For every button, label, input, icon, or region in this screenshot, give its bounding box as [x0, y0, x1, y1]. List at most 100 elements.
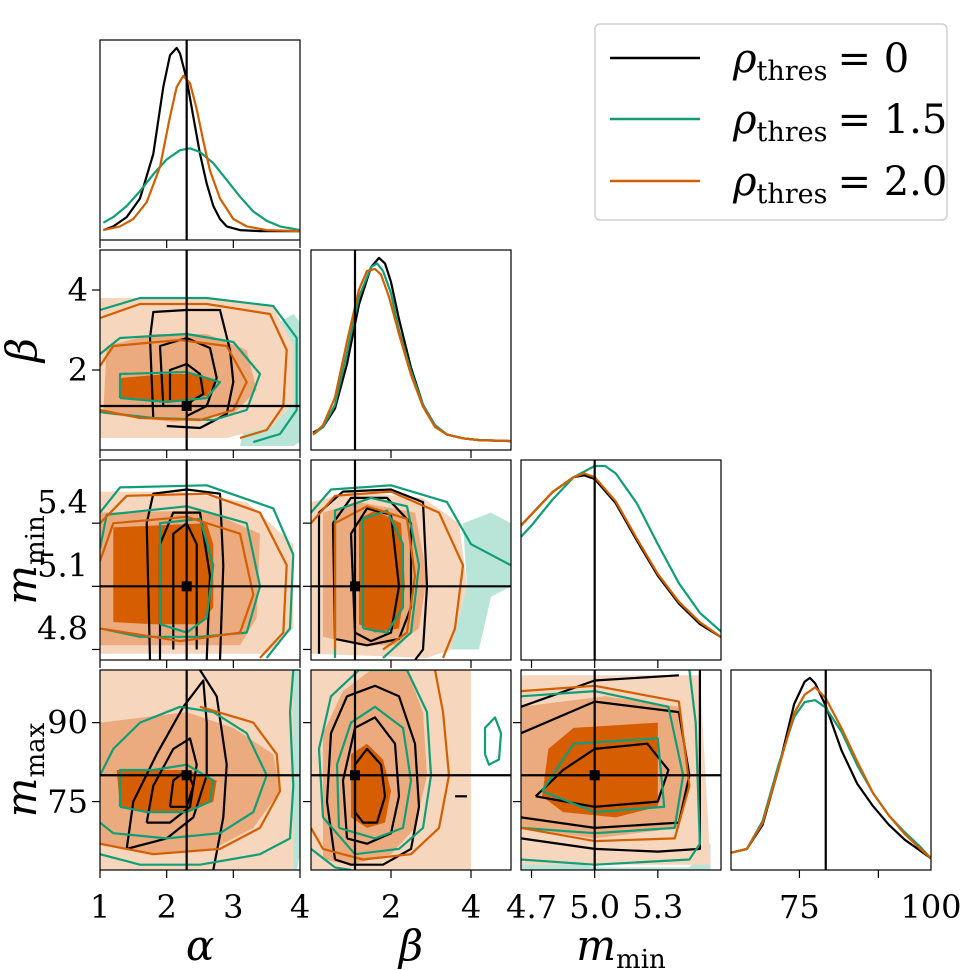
x-axis-label-main: β — [397, 921, 423, 970]
contour-line-s2 — [333, 505, 417, 651]
x-tick-label: 5.3 — [632, 888, 683, 926]
contour-line-s1 — [311, 484, 511, 567]
marginal-1 — [312, 250, 511, 450]
y-axis-label-main: β — [0, 338, 46, 364]
marginal-curve-s2 — [731, 686, 931, 860]
y-axis-label-beta: β — [0, 338, 46, 364]
truth-marker — [350, 770, 360, 781]
y-axis-label-mmin: mmin — [0, 515, 51, 605]
marginal-curve-s1 — [102, 147, 300, 232]
contour-line-s0 — [168, 362, 205, 405]
frame-layer — [92, 39, 932, 878]
marginal-curve-s1 — [312, 262, 511, 443]
x-axis-label-beta: β — [397, 921, 423, 970]
y-tick-label: 75 — [47, 783, 88, 821]
truth-marker — [181, 401, 192, 411]
y-axis-label-sub: min — [21, 515, 51, 565]
truth-marker — [350, 581, 360, 592]
marginal-3 — [731, 670, 931, 870]
x-axis-label-alpha: α — [186, 921, 214, 970]
contour-line-s2 — [100, 705, 282, 856]
panel-lines-2-0 — [100, 460, 300, 660]
fill-region-2 — [120, 374, 217, 402]
y-tick-label: 5.1 — [37, 546, 88, 584]
legend-box — [594, 23, 948, 221]
panel-frame-3-3 — [730, 669, 932, 871]
y-axis-label-mmax: mmax — [0, 722, 51, 817]
marginal-2 — [521, 460, 721, 660]
contour-line-s1 — [100, 705, 268, 840]
panel-lines-2-1 — [311, 460, 511, 660]
contour-line-s1 — [317, 670, 433, 856]
panel-frame-2-2 — [520, 459, 722, 661]
contour-line-s0 — [145, 737, 198, 824]
panel-lines-1-0 — [100, 250, 300, 450]
marginal-curve-s2 — [103, 74, 300, 233]
contour-line-s2 — [311, 490, 465, 659]
contour-line-s0 — [349, 507, 401, 643]
y-tick-label: 4 — [68, 271, 88, 309]
x-tick-label: 2 — [381, 888, 401, 926]
x-tick-label: 2 — [156, 888, 176, 926]
panel-lines-3-2 — [521, 670, 721, 870]
truth-marker — [181, 770, 192, 781]
contour-line-s1 — [333, 496, 421, 659]
marginal-curve-s2 — [312, 267, 511, 443]
x-axis-label-main: α — [186, 921, 214, 970]
x-tick-label: 1 — [90, 888, 110, 926]
contour-line-s0 — [341, 716, 401, 845]
marginal-curve-s1 — [521, 464, 721, 633]
contour-line-s1 — [311, 848, 352, 870]
x-tick-label: 100 — [900, 888, 961, 926]
panel-frame-3-2 — [520, 669, 722, 871]
contour-line-s2 — [311, 670, 451, 861]
y-tick-label: 4.8 — [37, 609, 88, 647]
x-tick-label: 5.0 — [569, 888, 620, 926]
contour-line-s0 — [534, 742, 670, 808]
contour-line-s2 — [100, 515, 255, 643]
marginal-curve-s2 — [521, 472, 721, 638]
panel-frame-3-1 — [310, 669, 512, 871]
contour-line-s1 — [118, 763, 215, 814]
contour-line-s0 — [353, 747, 387, 824]
contour-line-s0 — [521, 670, 702, 853]
x-axis-label-sub: min — [616, 945, 666, 970]
contour-line-s1 — [100, 484, 295, 659]
x-tick-label: 3 — [223, 888, 243, 926]
contour-line-s1 — [521, 670, 702, 866]
green-fill-region — [443, 512, 511, 650]
x-tick-label: 4 — [461, 888, 481, 926]
legend-label-1: ρthres = 1.5 — [732, 97, 947, 148]
panel-frame-3-0 — [99, 669, 301, 871]
legend-item-2: ρthres = 2.0 — [610, 159, 947, 210]
panel-fill-3-1 — [311, 670, 471, 870]
contour-layer — [100, 40, 931, 870]
contour-line-s1 — [100, 296, 298, 444]
contour-line-s0 — [199, 670, 228, 870]
panel-lines-3-0 — [100, 670, 300, 870]
legend-item-1: ρthres = 1.5 — [610, 97, 947, 148]
contour-line-s1 — [100, 670, 295, 866]
panel-frame-0-0 — [99, 39, 301, 241]
panel-lines-3-1 — [311, 670, 511, 870]
y-axis-label-sub: max — [21, 722, 51, 777]
panel-frame-2-1 — [310, 459, 512, 661]
contour-line-s1 — [335, 705, 413, 840]
contour-line-s2 — [100, 302, 288, 440]
contour-line-s0 — [125, 679, 208, 850]
contour-line-s2 — [100, 492, 288, 659]
contour-line-s0 — [325, 684, 421, 866]
x-tick-label: 4.7 — [506, 888, 557, 926]
legend: ρthres = 0 ρthres = 1.5 ρthres = 2.0 — [594, 23, 948, 221]
x-tick-label: 4 — [290, 888, 310, 926]
marginal-curve-s0 — [312, 256, 511, 443]
marginal-0 — [102, 40, 300, 240]
contour-line-s1 — [541, 737, 666, 814]
panel-frame-1-0 — [99, 249, 301, 451]
contour-line-s1 — [118, 370, 222, 404]
x-axis-label-main: m — [576, 921, 616, 970]
legend-item-0: ρthres = 0 — [610, 36, 909, 87]
contour-line-s1 — [361, 509, 405, 634]
